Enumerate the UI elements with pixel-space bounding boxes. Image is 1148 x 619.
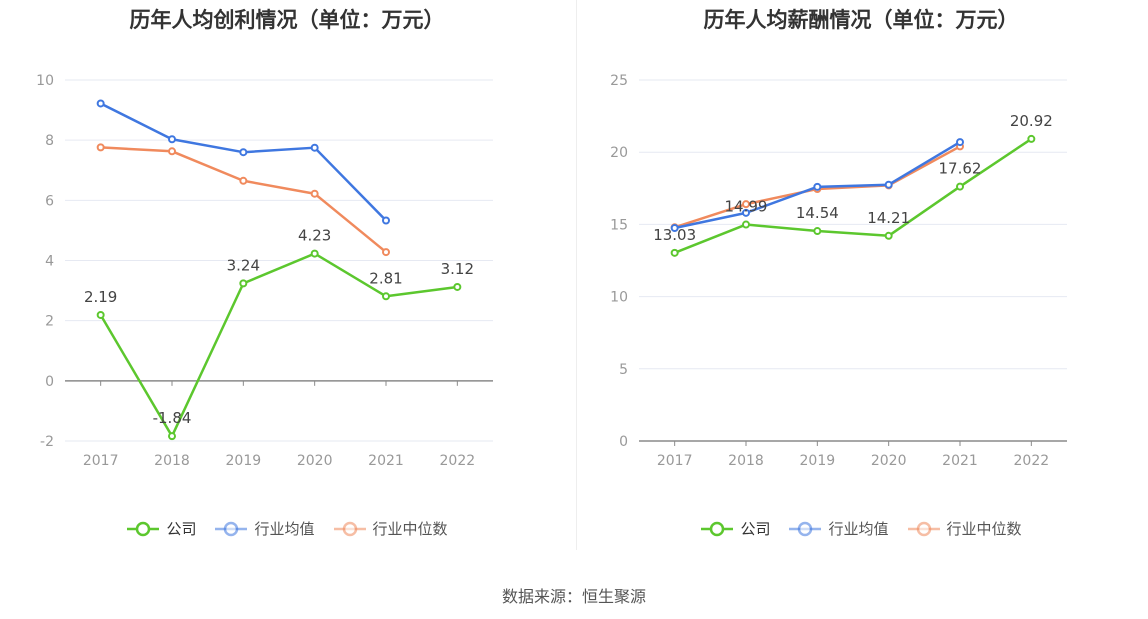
data-label: 2.81 [369,269,402,287]
legend-label: 行业均值 [254,520,315,538]
legend-line-circle-icon [789,521,822,536]
data-point-avg[interactable] [884,180,893,189]
x-tick-label: 2020 [871,453,907,469]
data-point-median[interactable] [168,147,176,156]
y-tick-label: 4 [45,254,54,270]
data-source-note: 数据来源：恒生聚源 [501,587,646,606]
data-point-avg[interactable] [670,224,679,233]
x-tick-label: 2021 [942,453,978,469]
data-point-avg[interactable] [168,135,176,144]
x-tick-label: 2019 [800,453,836,469]
data-label: 20.92 [1010,112,1053,130]
data-point-company[interactable] [670,248,679,257]
y-tick-label: -2 [40,434,54,450]
x-tick-label: 2022 [440,453,476,469]
y-tick-label: 6 [45,193,54,209]
profit-chart-plot: -2 0 2 4 6 8 10 2017 2018 2019 2020 2021 2022 2.19 -1.… [36,73,493,469]
data-label: 3.12 [441,260,474,278]
data-point-avg[interactable] [742,208,750,217]
legend-item-avg[interactable]: 行业均值 [214,518,315,539]
legend-line-circle-icon [701,521,734,536]
legend-line-circle-icon [907,521,940,536]
legend-item-avg[interactable]: 行业均值 [788,518,889,539]
data-point-company[interactable] [1027,134,1036,143]
data-point-company[interactable] [453,282,462,291]
data-point-avg[interactable] [956,138,964,147]
x-tick-label: 2018 [154,453,190,469]
series-line-median [100,146,387,254]
data-label: 14.99 [725,198,768,216]
data-point-company[interactable] [884,231,893,240]
y-tick-label: 20 [610,145,628,161]
data-label: 13.03 [653,226,696,244]
chart-legend: 公司 行业均值 行业中位数 [0,518,574,539]
legend-label: 行业中位数 [372,520,448,538]
data-label: 14.54 [796,204,839,222]
data-label: -1.84 [153,409,192,427]
x-tick-label: 2020 [297,453,333,469]
panel-divider [576,0,577,550]
x-tick-label: 2018 [728,453,764,469]
data-point-company[interactable] [96,310,105,319]
data-point-company[interactable] [239,279,248,288]
chart-legend: 公司 行业均值 行业中位数 [574,518,1148,539]
legend-item-company[interactable]: 公司 [700,518,770,539]
data-point-avg[interactable] [96,99,105,108]
profit-chart-panel: 历年人均创利情况（单位：万元） -2 0 2 4 6 8 10 2017 2018 2019 202… [0,0,574,560]
data-point-median[interactable] [310,189,319,198]
chart-title: 历年人均薪酬情况（单位：万元） [703,8,1019,32]
x-tick-label: 2019 [226,453,262,469]
salary-chart-panel: 历年人均薪酬情况（单位：万元） 0 5 10 15 20 25 2017 2018 2019 20… [574,0,1148,560]
data-point-median[interactable] [382,248,390,257]
y-tick-label: 15 [610,217,628,233]
y-tick-label: 0 [619,434,628,450]
x-tick-label: 2017 [657,453,693,469]
data-point-avg[interactable] [382,216,390,225]
y-tick-label: 10 [610,290,628,306]
data-label: 14.21 [867,209,910,227]
legend-item-company[interactable]: 公司 [126,518,196,539]
y-tick-label: 5 [619,362,628,378]
data-point-avg[interactable] [310,143,319,152]
data-label: 2.19 [84,288,117,306]
data-label: 3.24 [227,256,260,274]
legend-label: 公司 [740,520,771,538]
data-label: 17.62 [939,160,982,178]
data-point-avg[interactable] [813,182,822,191]
data-point-company[interactable] [168,432,176,441]
x-tick-label: 2022 [1014,453,1050,469]
data-point-avg[interactable] [239,148,248,157]
y-tick-label: 8 [45,133,54,149]
data-point-company[interactable] [956,182,964,191]
data-point-median[interactable] [96,143,105,152]
y-tick-label: 25 [610,73,628,89]
chart-title: 历年人均创利情况（单位：万元） [129,8,445,32]
y-tick-label: 0 [45,374,54,390]
y-tick-label: 2 [45,314,54,330]
data-point-company[interactable] [742,220,750,229]
legend-line-circle-icon [333,521,366,536]
data-point-median[interactable] [742,200,750,209]
data-point-company[interactable] [310,249,319,258]
series-line-avg [100,102,387,222]
legend-label: 行业中位数 [946,520,1022,538]
data-label: 4.23 [298,227,331,245]
legend-item-median[interactable]: 行业中位数 [333,518,448,539]
legend-line-circle-icon [127,521,160,536]
x-tick-label: 2021 [368,453,404,469]
salary-chart-plot: 0 5 10 15 20 25 2017 2018 2019 2020 2021 2022 13.03 1… [610,73,1067,469]
data-point-median[interactable] [239,176,248,185]
series-line-company [99,252,458,438]
data-point-company[interactable] [382,292,390,301]
x-tick-label: 2017 [83,453,119,469]
legend-label: 行业均值 [828,520,889,538]
legend-label: 公司 [166,520,197,538]
series-line-company [674,137,1033,255]
legend-line-circle-icon [215,521,248,536]
y-tick-label: 10 [36,73,54,89]
legend-item-median[interactable]: 行业中位数 [907,518,1022,539]
data-point-company[interactable] [813,227,822,236]
